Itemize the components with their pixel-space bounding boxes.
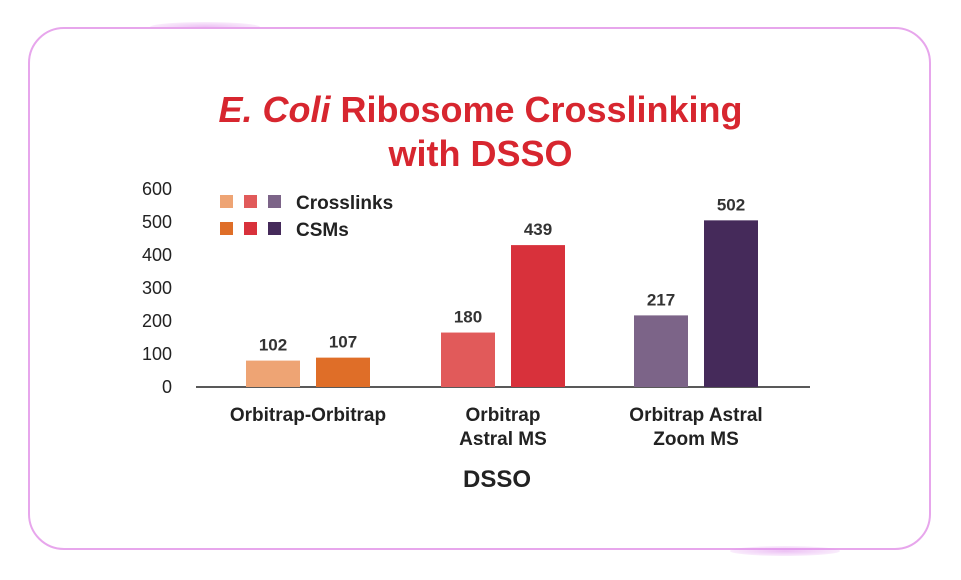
chart-card	[28, 27, 931, 550]
data-label: 180	[454, 308, 482, 327]
data-label: 102	[259, 336, 287, 355]
legend-swatch	[244, 195, 257, 208]
card-glow-bottom	[730, 546, 840, 556]
y-tick-label: 500	[142, 212, 172, 232]
x-tick-label: Astral MS	[459, 429, 547, 450]
legend-swatch	[220, 195, 233, 208]
bar-csms	[704, 220, 758, 387]
y-tick-label: 600	[142, 179, 172, 199]
data-label: 439	[524, 220, 552, 239]
bar-csms	[316, 357, 370, 387]
bar-crosslinks	[246, 360, 300, 387]
data-label: 502	[717, 195, 745, 214]
y-tick-label: 300	[142, 278, 172, 298]
legend-label: CSMs	[296, 220, 349, 241]
data-label: 217	[647, 290, 675, 309]
x-axis-title: DSSO	[463, 466, 531, 493]
bar-crosslinks	[441, 332, 495, 387]
legend-swatch	[220, 222, 233, 235]
legend-label: Crosslinks	[296, 193, 393, 214]
legend-swatch	[268, 195, 281, 208]
bar-crosslinks	[634, 315, 688, 387]
chart-title-line2: with DSSO	[388, 133, 573, 174]
legend-swatch	[268, 222, 281, 235]
chart-title: E. Coli Ribosome Crosslinking	[0, 90, 961, 130]
x-tick-label: Orbitrap Astral	[629, 405, 762, 426]
data-label: 107	[329, 333, 357, 352]
y-tick-label: 0	[162, 377, 172, 397]
x-tick-label: Zoom MS	[653, 429, 739, 450]
bar-csms	[511, 245, 565, 387]
chart-title-rest: Ribosome Crosslinking	[330, 89, 743, 130]
y-tick-label: 200	[142, 311, 172, 331]
x-tick-label: Orbitrap-Orbitrap	[230, 405, 386, 426]
x-tick-label: Orbitrap	[466, 405, 541, 426]
chart-title-italic: E. Coli	[218, 89, 331, 130]
y-tick-label: 400	[142, 245, 172, 265]
y-tick-label: 100	[142, 344, 172, 364]
legend-swatch	[244, 222, 257, 235]
